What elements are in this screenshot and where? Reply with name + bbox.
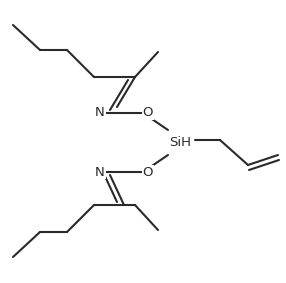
Text: N: N	[95, 166, 105, 179]
Text: O: O	[143, 106, 153, 119]
Text: N: N	[95, 106, 105, 119]
Text: SiH: SiH	[169, 136, 191, 149]
Text: O: O	[143, 166, 153, 179]
